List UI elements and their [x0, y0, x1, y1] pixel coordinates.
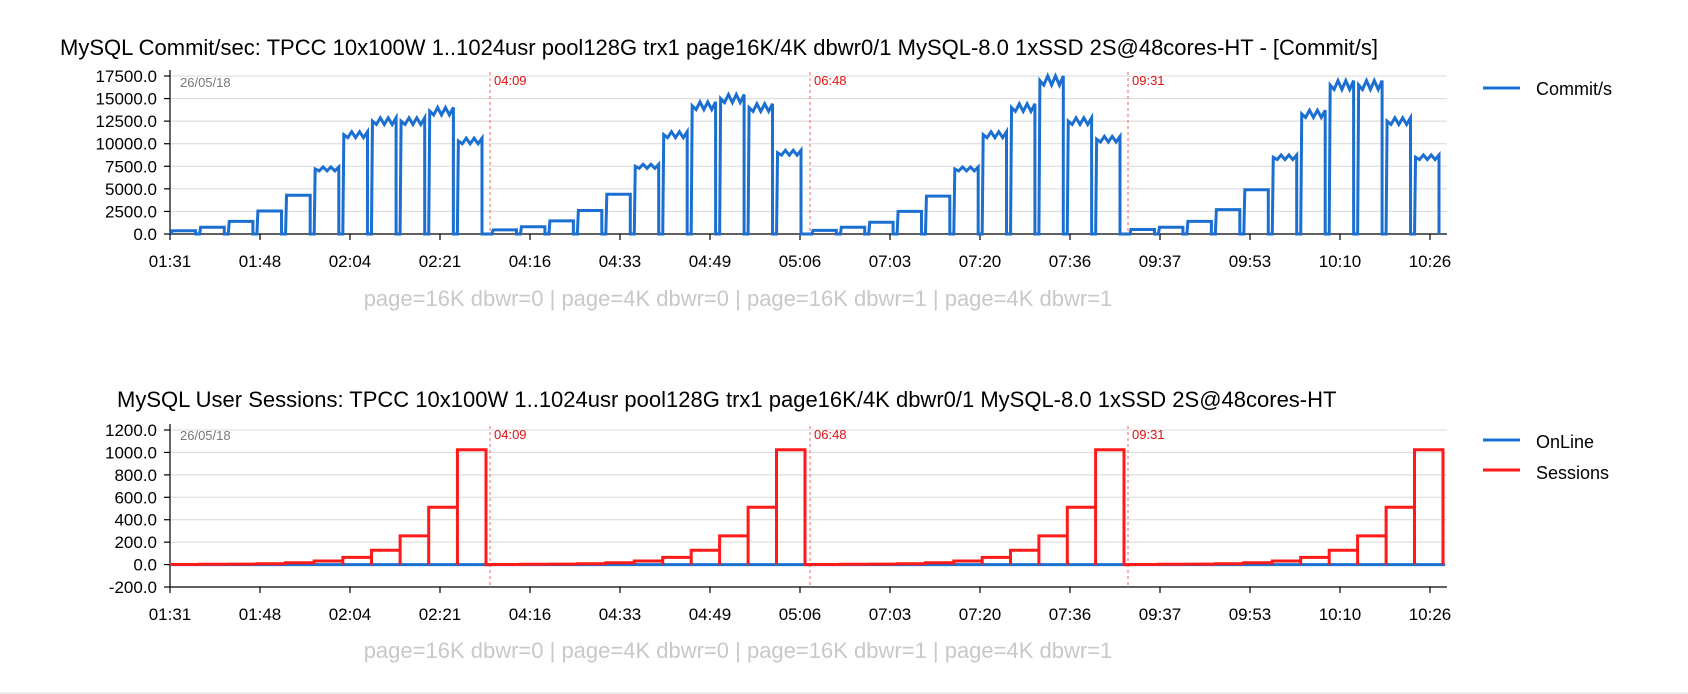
commit-chart-date: 26/05/18: [180, 75, 231, 90]
x-tick-label: 07:03: [869, 605, 912, 624]
x-tick-label: 04:33: [599, 605, 642, 624]
y-tick-label: 600.0: [114, 488, 157, 507]
commit-chart: MySQL Commit/sec: TPCC 10x100W 1..1024us…: [60, 35, 1612, 311]
legend-label-online: OnLine: [1536, 432, 1594, 452]
x-tick-label: 07:36: [1049, 605, 1092, 624]
run-marker-label: 04:09: [494, 427, 527, 442]
x-tick-label: 10:10: [1319, 605, 1362, 624]
run-marker-label: 06:48: [814, 73, 847, 88]
x-tick-label: 02:21: [419, 252, 462, 271]
x-tick-label: 04:33: [599, 252, 642, 271]
x-tick-label: 01:48: [239, 252, 282, 271]
sessions-chart: MySQL User Sessions: TPCC 10x100W 1..102…: [105, 387, 1609, 663]
y-tick-label: 5000.0: [105, 180, 157, 199]
commit-y-axis: 17500.0 15000.0 12500.0 10000.0 7500.0 5000.0…: [96, 67, 171, 244]
y-tick-label: 17500.0: [96, 67, 157, 86]
sessions-chart-caption: page=16K dbwr=0 | page=4K dbwr=0 | page=…: [364, 638, 1113, 663]
x-tick-label: 07:20: [959, 605, 1002, 624]
y-tick-label: 7500.0: [105, 157, 157, 176]
x-tick-label: 09:37: [1139, 605, 1182, 624]
commit-series-line: [169, 72, 1441, 236]
x-tick-label: 07:20: [959, 252, 1002, 271]
x-tick-label: 01:48: [239, 605, 282, 624]
y-tick-label: -200.0: [109, 578, 157, 597]
sessions-legend: OnLine Sessions: [1483, 432, 1609, 483]
x-tick-label: 09:37: [1139, 252, 1182, 271]
x-tick-label: 05:06: [779, 605, 822, 624]
y-tick-label: 800.0: [114, 466, 157, 485]
sessions-x-axis: 01:31 01:48 02:04 02:21 04:16 04:33 04:49 05:06…: [149, 586, 1452, 624]
x-tick-label: 10:26: [1409, 252, 1452, 271]
x-tick-label: 04:16: [509, 605, 552, 624]
legend-label-commit: Commit/s: [1536, 79, 1612, 99]
legend-label-sessions: Sessions: [1536, 463, 1609, 483]
x-tick-label: 04:49: [689, 605, 732, 624]
commit-x-axis: 01:31 01:48 02:04 02:21 04:16 04:33 04:49 05:06…: [149, 233, 1452, 271]
x-tick-label: 07:36: [1049, 252, 1092, 271]
sessions-series-line: [169, 448, 1445, 567]
y-tick-label: 400.0: [114, 511, 157, 530]
commit-grid: [170, 75, 1447, 235]
x-tick-label: 10:26: [1409, 605, 1452, 624]
x-tick-label: 02:04: [329, 252, 372, 271]
x-tick-label: 09:53: [1229, 605, 1272, 624]
y-tick-label: 1000.0: [105, 443, 157, 462]
y-tick-label: 15000.0: [96, 90, 157, 109]
y-tick-label: 0.0: [133, 225, 157, 244]
y-tick-label: 2500.0: [105, 202, 157, 221]
y-tick-label: 200.0: [114, 533, 157, 552]
commit-markers: 04:09 06:48 09:31: [489, 72, 1165, 234]
x-tick-label: 01:31: [149, 605, 192, 624]
run-marker-label: 04:09: [494, 73, 527, 88]
run-marker-label: 09:31: [1132, 73, 1165, 88]
run-marker-label: 06:48: [814, 427, 847, 442]
x-tick-label: 02:21: [419, 605, 462, 624]
sessions-y-axis: 1200.0 1000.0 800.0 600.0 400.0 200.0 0.0 -200.…: [105, 421, 171, 597]
x-tick-label: 07:03: [869, 252, 912, 271]
commit-chart-caption: page=16K dbwr=0 | page=4K dbwr=0 | page=…: [364, 286, 1113, 311]
x-tick-label: 01:31: [149, 252, 192, 271]
x-tick-label: 10:10: [1319, 252, 1362, 271]
commit-chart-title: MySQL Commit/sec: TPCC 10x100W 1..1024us…: [60, 35, 1378, 60]
sessions-chart-date: 26/05/18: [180, 428, 231, 443]
x-tick-label: 02:04: [329, 605, 372, 624]
y-tick-label: 10000.0: [96, 135, 157, 154]
x-tick-label: 04:49: [689, 252, 732, 271]
run-marker-label: 09:31: [1132, 427, 1165, 442]
y-tick-label: 12500.0: [96, 112, 157, 131]
x-tick-label: 09:53: [1229, 252, 1272, 271]
sessions-markers: 04:09 06:48 09:31: [489, 426, 1165, 587]
y-tick-label: 1200.0: [105, 421, 157, 440]
y-tick-label: 0.0: [133, 556, 157, 575]
x-tick-label: 05:06: [779, 252, 822, 271]
x-tick-label: 04:16: [509, 252, 552, 271]
sessions-chart-title: MySQL User Sessions: TPCC 10x100W 1..102…: [117, 387, 1336, 412]
commit-legend: Commit/s: [1483, 79, 1612, 99]
